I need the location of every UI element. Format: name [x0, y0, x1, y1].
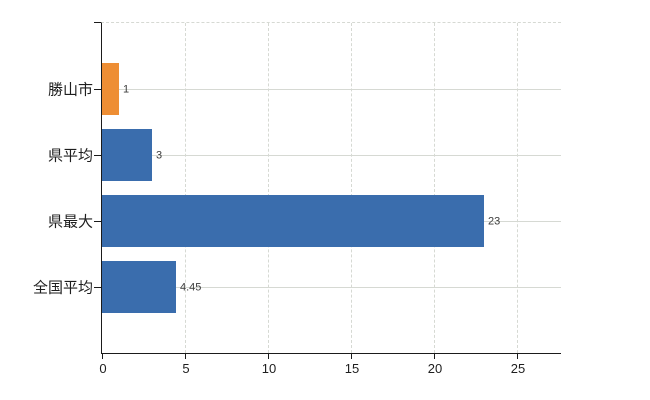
category-label: 県最大 [47, 213, 93, 231]
x-axis-tick [434, 353, 435, 359]
x-axis-tick [268, 353, 269, 359]
value-label: 1 [123, 83, 130, 96]
x-tick-label: 15 [344, 361, 360, 376]
category-label: 県平均 [47, 147, 93, 165]
x-tick-label: 5 [182, 361, 190, 376]
x-gridline [185, 23, 186, 353]
y-axis-tick [94, 155, 101, 156]
value-label: 3 [156, 149, 163, 162]
x-axis-tick [102, 353, 103, 359]
y-gridline [102, 287, 561, 288]
y-gridline [102, 89, 561, 90]
value-label: 23 [488, 215, 501, 228]
x-axis-tick [351, 353, 352, 359]
x-axis-tick [185, 353, 186, 359]
bar [102, 261, 176, 313]
x-tick-label: 0 [99, 361, 107, 376]
x-tick-label: 20 [427, 361, 443, 376]
x-tick-label: 25 [510, 361, 526, 376]
bar [102, 63, 119, 115]
y-axis-tick [94, 287, 101, 288]
category-label: 全国平均 [32, 279, 93, 297]
y-axis-tick [94, 221, 101, 222]
y-axis-tick [94, 22, 101, 23]
x-axis-tick [517, 353, 518, 359]
category-label: 勝山市 [47, 81, 93, 99]
x-gridline [351, 23, 352, 353]
plot-area: 0 5 10 15 20 25 勝山市 1 県平均 3 県最大 23 全国平均 4.45 [33, 22, 561, 375]
bar [102, 129, 152, 181]
y-gridline [102, 155, 561, 156]
y-axis-tick [94, 89, 101, 90]
x-gridline [517, 23, 518, 353]
value-label: 4.45 [180, 281, 202, 294]
x-tick-label: 10 [261, 361, 277, 376]
x-gridline [268, 23, 269, 353]
bar [102, 195, 484, 247]
x-gridline [434, 23, 435, 353]
